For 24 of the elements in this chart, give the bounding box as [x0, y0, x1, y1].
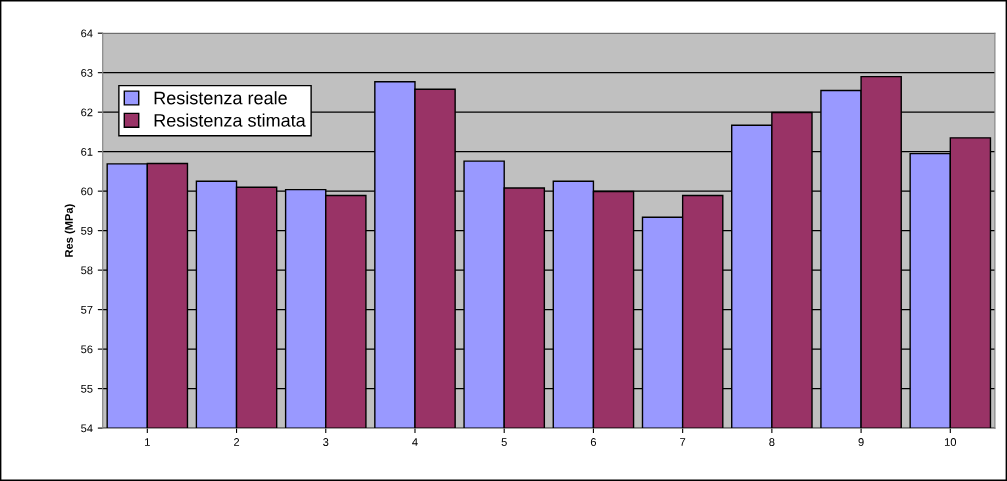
- y-tick-label: 60: [81, 187, 93, 196]
- x-tick-label: 3: [323, 438, 329, 446]
- legend-label: Resistenza reale: [154, 91, 287, 105]
- y-tick-label: 63: [81, 68, 93, 77]
- y-tick-label: 59: [81, 226, 93, 235]
- y-tick-label: 55: [81, 384, 93, 393]
- x-tick-label: 2: [234, 438, 240, 446]
- y-tick-label: 56: [81, 345, 93, 354]
- y-axis-title: Res (MPa): [64, 204, 76, 257]
- y-tick-label: 61: [81, 147, 93, 156]
- x-tick-label: 7: [680, 438, 686, 446]
- x-tick-label: 5: [501, 438, 507, 446]
- x-tick-label: 4: [412, 438, 418, 446]
- y-tick-label: 64: [81, 29, 93, 38]
- x-tick-label: 8: [769, 438, 775, 446]
- legend-label: Resistenza stimata: [154, 113, 306, 127]
- x-tick-label: 6: [590, 438, 597, 446]
- x-tick-label: 1: [145, 438, 150, 446]
- y-tick-label: 57: [81, 306, 93, 314]
- y-tick-label: 58: [81, 266, 93, 275]
- x-tick-label: 9: [858, 438, 864, 446]
- y-tick-label: 62: [81, 108, 93, 117]
- y-tick-label: 54: [81, 424, 93, 433]
- x-tick-label: 10: [944, 438, 957, 446]
